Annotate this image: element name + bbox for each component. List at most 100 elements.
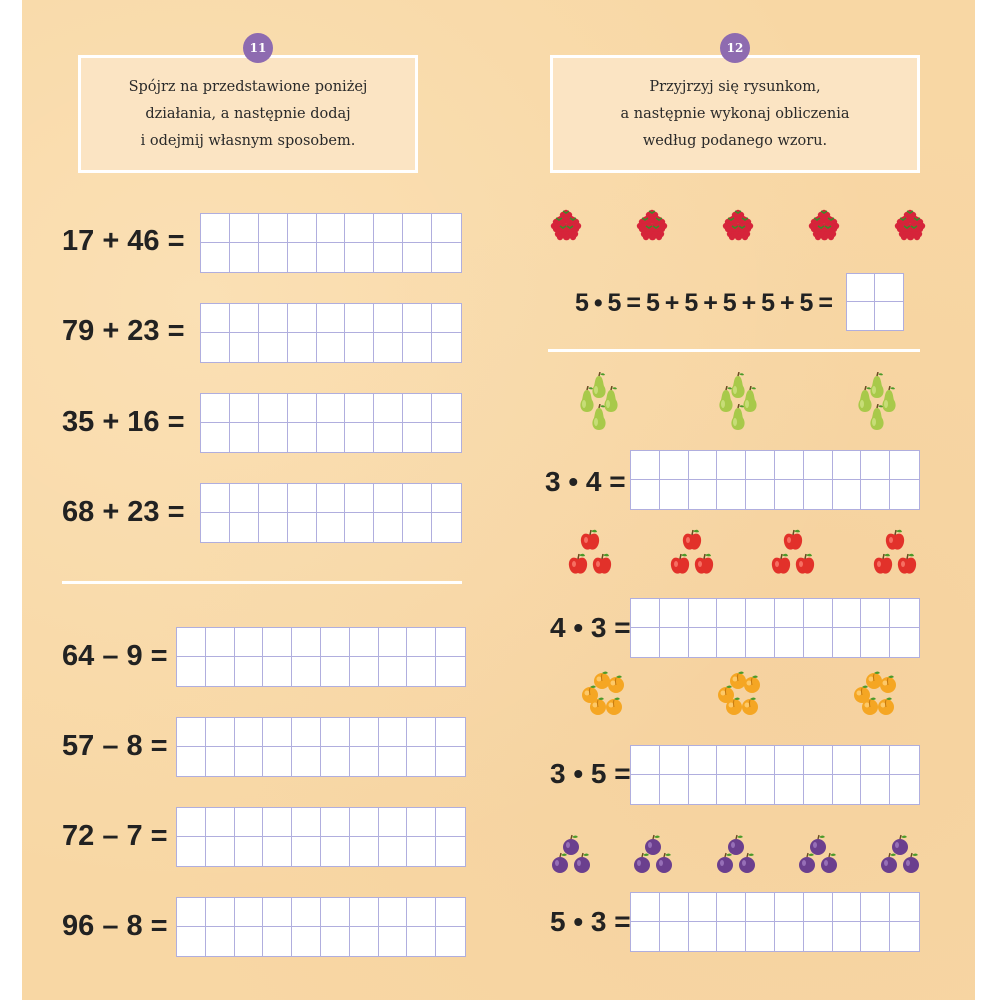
grid-cell[interactable] — [403, 333, 433, 362]
grid-cell[interactable] — [689, 480, 718, 509]
grid-cell[interactable] — [890, 451, 919, 480]
grid-cell[interactable] — [861, 628, 891, 657]
grid-cell[interactable] — [206, 837, 235, 866]
grid-cell[interactable] — [320, 628, 350, 657]
grid-cell[interactable] — [234, 718, 264, 747]
grid-cell[interactable] — [717, 775, 747, 804]
grid-cell[interactable] — [259, 333, 288, 362]
grid-cell[interactable] — [407, 927, 437, 956]
grid-cell[interactable] — [201, 243, 230, 272]
grid-cell[interactable] — [832, 451, 862, 480]
grid-cell[interactable] — [660, 922, 689, 951]
grid-cell[interactable] — [890, 746, 919, 775]
grid-cell[interactable] — [631, 480, 660, 509]
grid-cell[interactable] — [861, 451, 891, 480]
grid-cell[interactable] — [774, 599, 804, 628]
grid-cell[interactable] — [379, 927, 408, 956]
answer-grid[interactable] — [176, 717, 466, 777]
grid-cell[interactable] — [263, 927, 293, 956]
grid-cell[interactable] — [378, 628, 408, 657]
grid-cell[interactable] — [258, 484, 288, 513]
grid-cell[interactable] — [263, 898, 293, 927]
grid-cell[interactable] — [234, 808, 264, 837]
grid-cell[interactable] — [201, 304, 230, 333]
grid-cell[interactable] — [201, 333, 230, 362]
grid-cell[interactable] — [201, 513, 230, 542]
grid-cell[interactable] — [890, 922, 919, 951]
grid-cell[interactable] — [717, 893, 747, 922]
answer-grid[interactable] — [200, 393, 462, 453]
grid-cell[interactable] — [288, 333, 317, 362]
grid-cell[interactable] — [436, 927, 465, 956]
grid-cell[interactable] — [321, 657, 350, 686]
grid-cell[interactable] — [775, 775, 804, 804]
grid-cell[interactable] — [230, 333, 259, 362]
grid-cell[interactable] — [407, 718, 437, 747]
grid-cell[interactable] — [292, 657, 321, 686]
answer-grid[interactable] — [176, 897, 466, 957]
grid-cell[interactable] — [689, 922, 718, 951]
grid-cell[interactable] — [436, 628, 465, 657]
grid-cell[interactable] — [230, 423, 259, 452]
grid-cell[interactable] — [345, 484, 375, 513]
grid-cell[interactable] — [378, 898, 408, 927]
grid-cell[interactable] — [688, 893, 718, 922]
grid-cell[interactable] — [803, 746, 833, 775]
grid-cell[interactable] — [689, 775, 718, 804]
grid-cell[interactable] — [746, 480, 775, 509]
grid-cell[interactable] — [833, 922, 862, 951]
grid-cell[interactable] — [659, 599, 689, 628]
grid-cell[interactable] — [379, 657, 408, 686]
grid-cell[interactable] — [263, 657, 293, 686]
grid-cell[interactable] — [350, 747, 379, 776]
grid-cell[interactable] — [317, 333, 346, 362]
grid-cell[interactable] — [403, 484, 433, 513]
grid-cell[interactable] — [890, 599, 919, 628]
grid-cell[interactable] — [717, 922, 747, 951]
grid-cell[interactable] — [432, 333, 461, 362]
grid-cell[interactable] — [374, 513, 404, 542]
grid-cell[interactable] — [350, 657, 379, 686]
grid-cell[interactable] — [317, 243, 346, 272]
grid-cell[interactable] — [288, 243, 317, 272]
grid-cell[interactable] — [432, 214, 461, 243]
grid-cell[interactable] — [229, 304, 259, 333]
grid-cell[interactable] — [631, 922, 660, 951]
grid-cell[interactable] — [717, 746, 747, 775]
grid-cell[interactable] — [746, 599, 775, 628]
grid-cell[interactable] — [230, 513, 259, 542]
answer-grid[interactable] — [630, 745, 920, 805]
grid-cell[interactable] — [320, 718, 350, 747]
grid-cell[interactable] — [177, 747, 206, 776]
grid-cell[interactable] — [890, 775, 919, 804]
grid-cell[interactable] — [205, 718, 235, 747]
grid-cell[interactable] — [436, 837, 465, 866]
grid-cell[interactable] — [201, 214, 230, 243]
grid-cell[interactable] — [403, 243, 433, 272]
grid-cell[interactable] — [717, 628, 747, 657]
grid-cell[interactable] — [832, 746, 862, 775]
grid-cell[interactable] — [287, 394, 317, 423]
grid-cell[interactable] — [660, 480, 689, 509]
grid-cell[interactable] — [201, 423, 230, 452]
grid-cell[interactable] — [631, 599, 660, 628]
grid-cell[interactable] — [407, 837, 437, 866]
grid-cell[interactable] — [659, 451, 689, 480]
grid-cell[interactable] — [321, 747, 350, 776]
grid-cell[interactable] — [847, 274, 875, 302]
grid-cell[interactable] — [746, 893, 775, 922]
grid-cell[interactable] — [403, 513, 433, 542]
grid-cell[interactable] — [258, 304, 288, 333]
grid-cell[interactable] — [288, 513, 317, 542]
grid-cell[interactable] — [205, 808, 235, 837]
grid-cell[interactable] — [292, 808, 321, 837]
grid-cell[interactable] — [345, 304, 375, 333]
grid-cell[interactable] — [861, 480, 891, 509]
grid-cell[interactable] — [235, 657, 264, 686]
grid-cell[interactable] — [436, 718, 465, 747]
answer-grid[interactable] — [630, 598, 920, 658]
grid-cell[interactable] — [875, 274, 903, 302]
answer-grid[interactable] — [630, 892, 920, 952]
grid-cell[interactable] — [350, 837, 379, 866]
grid-cell[interactable] — [660, 628, 689, 657]
